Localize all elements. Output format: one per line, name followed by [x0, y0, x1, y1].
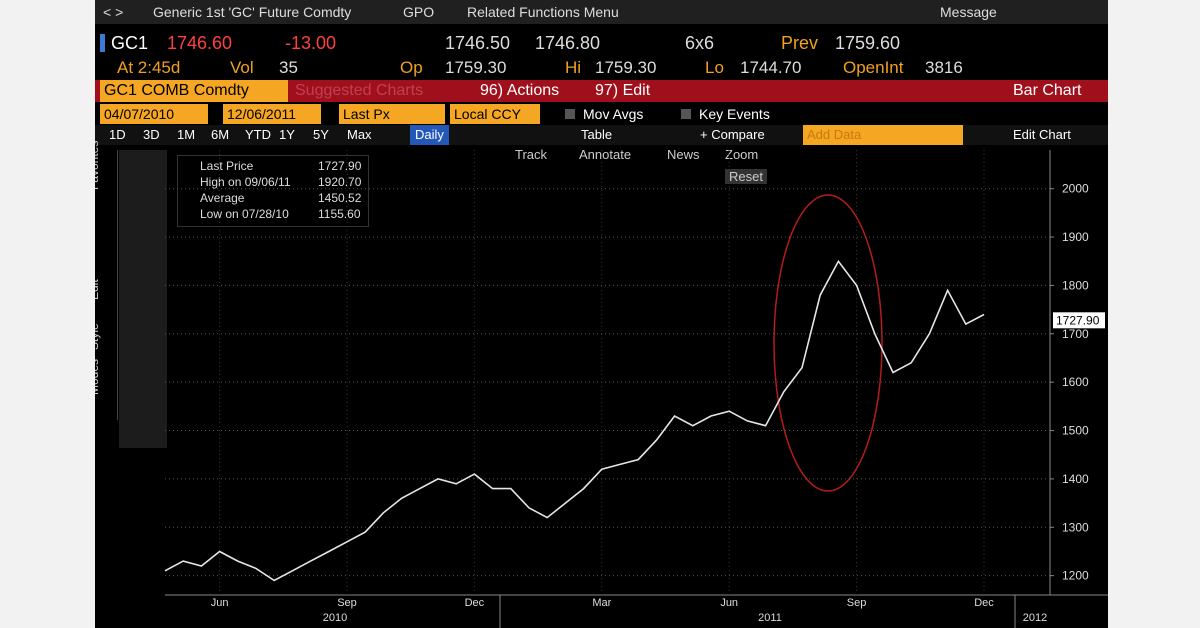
period-button[interactable]: 5Y: [313, 127, 329, 142]
period-button[interactable]: 1D: [109, 127, 126, 142]
high: 1759.30: [595, 58, 657, 77]
period-button[interactable]: 6M: [211, 127, 230, 142]
low: 1744.70: [740, 58, 802, 77]
mov-avgs[interactable]: Mov Avgs: [583, 106, 644, 122]
legend-value: 1155.60: [318, 207, 361, 221]
bid: 1746.50: [445, 33, 511, 53]
legend-label: Low on 07/28/10: [200, 207, 289, 221]
period-button[interactable]: 1Y: [279, 127, 295, 142]
marker: [100, 34, 105, 52]
start-date[interactable]: 04/07/2010: [100, 104, 208, 124]
open: 1759.30: [445, 58, 507, 77]
toolbar-3: 1D 3D 1M 6M YTD 1Y 5Y Max Daily Table + Compare…: [95, 125, 1108, 145]
end-date[interactable]: 12/06/2011: [223, 104, 321, 124]
y-tick-label: 2000: [1062, 182, 1089, 196]
y-tick-label: 1600: [1062, 375, 1089, 389]
chart-tool[interactable]: Reset: [725, 169, 767, 184]
vol-label: Vol: [230, 58, 254, 77]
table-button[interactable]: Table: [581, 127, 613, 142]
quote-row: GC1 1746.60 -13.00 1746.50 1746.80 6x6 P…: [95, 30, 1108, 56]
oi: 3816: [925, 58, 963, 77]
legend-value: 1450.52: [318, 191, 362, 205]
chart-type[interactable]: Bar Chart: [1013, 82, 1082, 99]
checkbox[interactable]: [565, 109, 575, 119]
tool-palette: [119, 150, 167, 448]
y-tick-label: 1200: [1062, 569, 1089, 583]
chart-tool[interactable]: Zoom: [725, 147, 759, 162]
checkbox[interactable]: [681, 109, 691, 119]
frequency[interactable]: Daily: [410, 125, 449, 145]
oi-label: OpenInt: [843, 58, 904, 77]
prev-label: Prev: [781, 33, 819, 53]
time: At 2:45d: [117, 58, 181, 77]
price: 1746.60: [167, 33, 233, 53]
prev: 1759.60: [835, 33, 901, 53]
terminal-screen: < > Generic 1st 'GC' Future Comdty GPO R…: [95, 0, 1108, 628]
period-button[interactable]: Max: [347, 127, 372, 142]
chart-tool[interactable]: News: [667, 147, 700, 162]
edit-menu[interactable]: 97) Edit: [595, 82, 651, 99]
year-label: 2011: [758, 612, 782, 624]
security-box[interactable]: GC1 COMB Comdty: [100, 80, 288, 102]
open-label: Op: [400, 58, 423, 77]
period-button[interactable]: YTD: [245, 127, 271, 142]
period-button[interactable]: 1M: [177, 127, 196, 142]
x-tick-label: Jun: [211, 597, 229, 609]
low-label: Lo: [705, 58, 724, 77]
vol: 35: [279, 58, 298, 77]
legend-value: 1727.90: [318, 159, 362, 173]
period-button[interactable]: 3D: [143, 127, 160, 142]
legend-value: 1920.70: [318, 175, 362, 189]
currency[interactable]: Local CCY: [450, 104, 540, 124]
ask: 1746.80: [535, 33, 601, 53]
y-tick-label: 1800: [1062, 278, 1089, 292]
x-tick-label: Dec: [465, 597, 485, 609]
legend: Last Price 1727.90 High on 09/06/11 1920.70…: [177, 155, 369, 227]
security-menu[interactable]: Generic 1st 'GC' Future Comdty: [153, 4, 352, 20]
year-label: 2012: [1023, 612, 1047, 624]
price-line: [164, 259, 985, 582]
highlight-ellipse: [773, 194, 883, 492]
side-tabs: Favorites Edit Style Modes: [95, 141, 118, 420]
field[interactable]: Last Px: [339, 104, 445, 124]
ticker: GC1: [111, 33, 149, 53]
legend-label: Last Price: [200, 159, 254, 173]
add-data[interactable]: Add Data: [803, 125, 963, 145]
chart-tool[interactable]: Annotate: [579, 147, 632, 162]
y-tick-label: 1400: [1062, 472, 1089, 486]
toolbar-2: 04/07/2010 12/06/2011 Last Px Local CCY …: [95, 104, 1108, 124]
change: -13.00: [285, 33, 337, 53]
toolbar-1: GC1 COMB Comdty Suggested Charts 96) Act…: [95, 80, 1108, 102]
chart-tool[interactable]: Track: [515, 147, 548, 162]
size: 6x6: [685, 33, 715, 53]
legend-label: High on 09/06/11: [200, 175, 291, 189]
nav-arrows[interactable]: < >: [103, 4, 124, 20]
x-tick-label: Mar: [592, 597, 611, 609]
y-tick-label: 1300: [1062, 520, 1089, 534]
related-menu[interactable]: Related Functions Menu: [467, 4, 619, 20]
quote-row-2: At 2:45d Vol 35 Op 1759.30 Hi 1759.30 Lo…: [95, 56, 1108, 80]
year-label: 2010: [323, 612, 347, 624]
actions-menu[interactable]: 96) Actions: [480, 82, 560, 99]
compare-button[interactable]: + Compare: [700, 127, 765, 142]
x-tick-label: Sep: [337, 597, 357, 609]
suggested-charts[interactable]: Suggested Charts: [295, 82, 424, 99]
x-tick-label: Jun: [720, 597, 738, 609]
x-tick-label: Sep: [847, 597, 867, 609]
high-label: Hi: [565, 58, 582, 77]
function-menu[interactable]: GPO: [403, 4, 435, 20]
last-price-box: [1053, 312, 1105, 329]
x-tick-label: Dec: [974, 597, 994, 609]
y-tick-label: 1500: [1062, 424, 1089, 438]
key-events[interactable]: Key Events: [699, 106, 770, 122]
last-price-label: 1727.90: [1056, 313, 1100, 327]
nav-bar: < > Generic 1st 'GC' Future Comdty GPO R…: [95, 0, 1108, 24]
y-tick-label: 1900: [1062, 230, 1089, 244]
legend-label: Average: [200, 191, 245, 205]
y-tick-label: 1700: [1062, 327, 1089, 341]
edit-chart[interactable]: Edit Chart: [1013, 127, 1071, 142]
message-button[interactable]: Message: [940, 4, 997, 20]
